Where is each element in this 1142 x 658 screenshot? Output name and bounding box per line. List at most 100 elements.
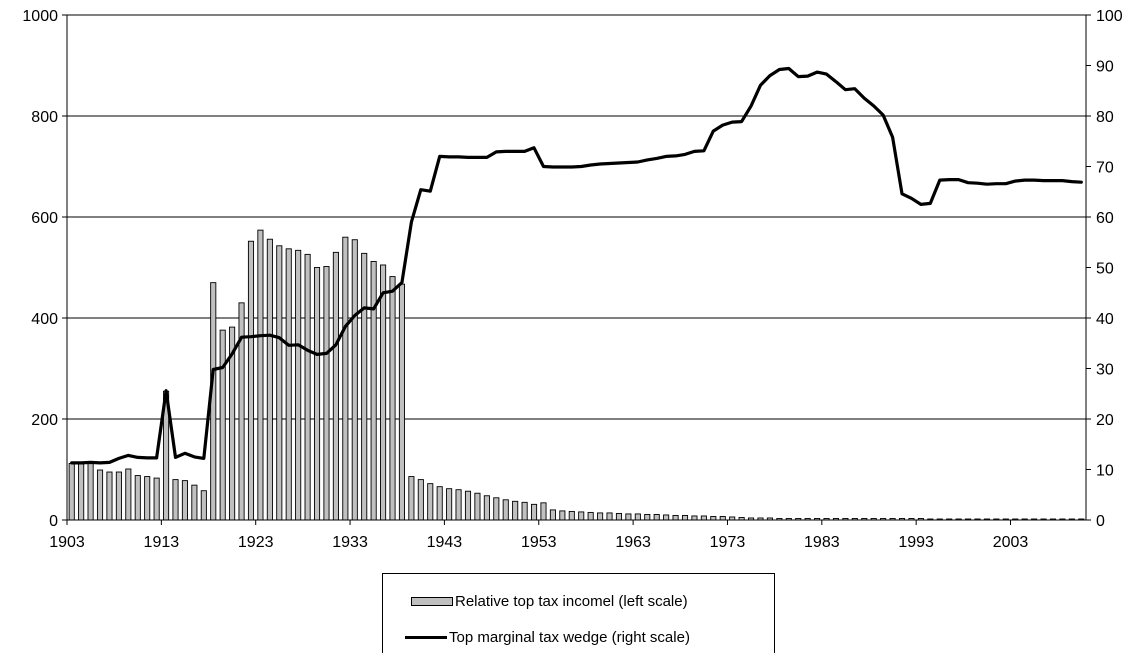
bar [672, 515, 679, 521]
x-tick-label: 1933 [332, 534, 368, 551]
y-right-tick-label: 100 [1096, 8, 1123, 25]
bar [615, 512, 623, 521]
bar [606, 512, 613, 521]
legend-swatch-bars [411, 596, 453, 606]
axes [62, 14, 1091, 525]
bar [313, 267, 321, 521]
bar [389, 276, 396, 521]
bar [191, 484, 198, 521]
legend-label-bars: Relative top tax incomel (left scale) [455, 592, 688, 610]
bar [380, 264, 387, 521]
bar [304, 253, 311, 521]
y-left-tick-label: 1000 [22, 8, 58, 25]
legend: Relative top tax incomel (left scale) To… [382, 573, 775, 653]
x-tick-label: 1973 [710, 534, 746, 551]
x-tick-label: 1943 [427, 534, 463, 551]
bar [115, 471, 122, 521]
x-tick-label: 1923 [238, 534, 274, 551]
bar [247, 240, 255, 521]
bar [257, 229, 264, 521]
bar [266, 238, 273, 521]
bar [446, 488, 453, 521]
bar [398, 283, 405, 521]
y-right-tick-label: 0 [1096, 513, 1105, 530]
bar [710, 516, 717, 521]
bar [559, 510, 566, 521]
bar [521, 501, 528, 521]
bar [549, 509, 556, 521]
bar [436, 486, 443, 521]
bar [68, 462, 75, 521]
bar [285, 248, 292, 521]
bar [634, 513, 641, 521]
bar [238, 302, 245, 521]
bar [417, 479, 424, 521]
bar [512, 500, 519, 521]
bar [295, 249, 302, 521]
bar [474, 492, 481, 521]
bar [219, 329, 226, 521]
y-right-tick-label: 90 [1096, 59, 1114, 76]
x-tick-label: 1963 [615, 534, 651, 551]
bar [408, 476, 415, 521]
legend-swatch-line [405, 635, 447, 639]
bar [625, 513, 632, 521]
bar [502, 499, 509, 521]
bar [719, 516, 726, 521]
bar [530, 503, 538, 521]
y-right-tick-label: 80 [1096, 109, 1114, 126]
bar [493, 497, 500, 521]
x-tick-label: 1993 [898, 534, 934, 551]
bar [455, 489, 462, 521]
y-right-tick-label: 10 [1096, 463, 1114, 480]
y-left-tick-label: 400 [31, 311, 58, 328]
bar [370, 260, 377, 521]
y-right-tick-label: 40 [1096, 311, 1114, 328]
bar [96, 469, 104, 521]
bar [464, 490, 472, 521]
bar [663, 514, 670, 521]
x-tick-label: 1913 [144, 534, 180, 551]
bar [568, 510, 575, 521]
bar [427, 483, 434, 521]
tax-wedge-line [70, 66, 1083, 465]
gridlines [67, 14, 1086, 420]
bar [681, 515, 689, 521]
bar [153, 477, 160, 521]
bar [276, 245, 283, 521]
bar [323, 266, 330, 521]
bar [172, 479, 179, 521]
legend-item-line: Top marginal tax wedge (right scale) [397, 627, 690, 647]
y-left-tick-label: 200 [31, 412, 58, 429]
bar [483, 495, 490, 521]
legend-label-line: Top marginal tax wedge (right scale) [449, 628, 690, 646]
bar [540, 502, 547, 521]
x-tick-label: 1983 [804, 534, 840, 551]
bar [691, 515, 698, 521]
bar [700, 515, 707, 521]
y-left-tick-label: 0 [49, 513, 58, 530]
bar [78, 463, 85, 521]
bar [144, 476, 151, 521]
bar [597, 512, 604, 521]
x-tick-label: 1903 [49, 534, 85, 551]
bar [351, 239, 358, 521]
y-left-tick-label: 800 [31, 109, 58, 126]
y-right-tick-label: 30 [1096, 362, 1114, 379]
bar [106, 471, 113, 521]
bar [578, 511, 585, 521]
bar [181, 480, 188, 521]
bar [342, 236, 349, 521]
x-tick-label: 1953 [521, 534, 557, 551]
line-series [70, 66, 1083, 465]
y-left-tick-label: 600 [31, 210, 58, 227]
y-right-tick-label: 20 [1096, 412, 1114, 429]
bar [361, 252, 368, 521]
bar [134, 475, 141, 521]
bar [644, 513, 651, 521]
tick-labels: 0 200 400 600 800 1000 0 10 20 30 40 50 60 70 80 90 100 1… [22, 8, 1122, 551]
y-right-tick-label: 60 [1096, 210, 1114, 227]
bar [587, 511, 594, 521]
